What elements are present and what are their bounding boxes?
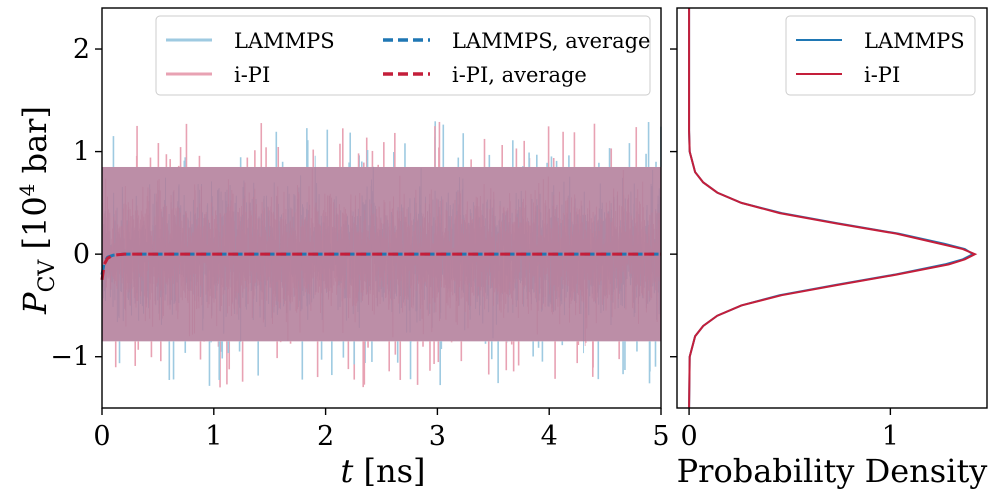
density-legend-label-lammps: LAMMPS xyxy=(864,29,965,53)
x-tick-label: 1 xyxy=(205,421,222,452)
y-axis-label: PCV [104 bar] xyxy=(15,106,60,315)
x-tick-label: 2 xyxy=(317,421,334,452)
legend-label-lammps: LAMMPS xyxy=(234,29,335,53)
density-axes-frame xyxy=(676,7,988,409)
legend-frame xyxy=(155,15,651,96)
y-axis-subscript: CV xyxy=(35,259,60,293)
y-tick-label: −1 xyxy=(50,342,90,373)
time-series-plot-area xyxy=(100,121,662,388)
x-axis-unit: [ns] xyxy=(353,452,425,490)
y-axis-unit-suffix: bar] xyxy=(16,106,54,184)
time-series-legend: LAMMPS i-PI LAMMPS, average i-PI, averag… xyxy=(155,15,651,96)
time-series-ticks: 0 1 2 3 4 5 −1 0 1 2 xyxy=(50,34,669,452)
y-axis-unit-exponent: 4 xyxy=(15,184,39,197)
y-axis-unit-prefix: [10 xyxy=(16,196,54,259)
time-series-axes-frame xyxy=(101,7,662,409)
y-tick-label: 1 xyxy=(73,137,90,168)
x-axis-label: t [ns] xyxy=(340,452,425,490)
density-line-i-pi xyxy=(688,8,978,409)
y-tick-label: 2 xyxy=(73,34,90,65)
legend-label-lammps-average: LAMMPS, average xyxy=(452,29,650,53)
x-axis-variable: t xyxy=(340,452,353,490)
density-x-tick-label: 1 xyxy=(882,421,899,452)
x-tick-label: 0 xyxy=(93,421,110,452)
legend-label-ipi: i-PI xyxy=(234,63,270,87)
density-plot-area xyxy=(688,8,978,409)
x-tick-label: 3 xyxy=(429,421,446,452)
time-series-panel: 0 1 2 3 4 5 −1 0 1 2 LAMMPS i-PI LAMMPS, average … xyxy=(15,7,670,490)
y-tick-label: 0 xyxy=(73,239,90,270)
density-legend: LAMMPS i-PI xyxy=(785,15,976,96)
x-tick-label: 4 xyxy=(541,421,558,452)
legend-label-ipi-average: i-PI, average xyxy=(452,63,587,87)
density-legend-frame xyxy=(785,15,976,96)
density-x-tick-label: 0 xyxy=(680,421,697,452)
average-i-pi-average xyxy=(100,252,661,281)
density-legend-label-ipi: i-PI xyxy=(864,63,900,87)
y-axis-symbol: P xyxy=(16,292,54,315)
density-x-axis-label: Probability Density xyxy=(677,452,988,490)
x-tick-label: 5 xyxy=(652,421,669,452)
